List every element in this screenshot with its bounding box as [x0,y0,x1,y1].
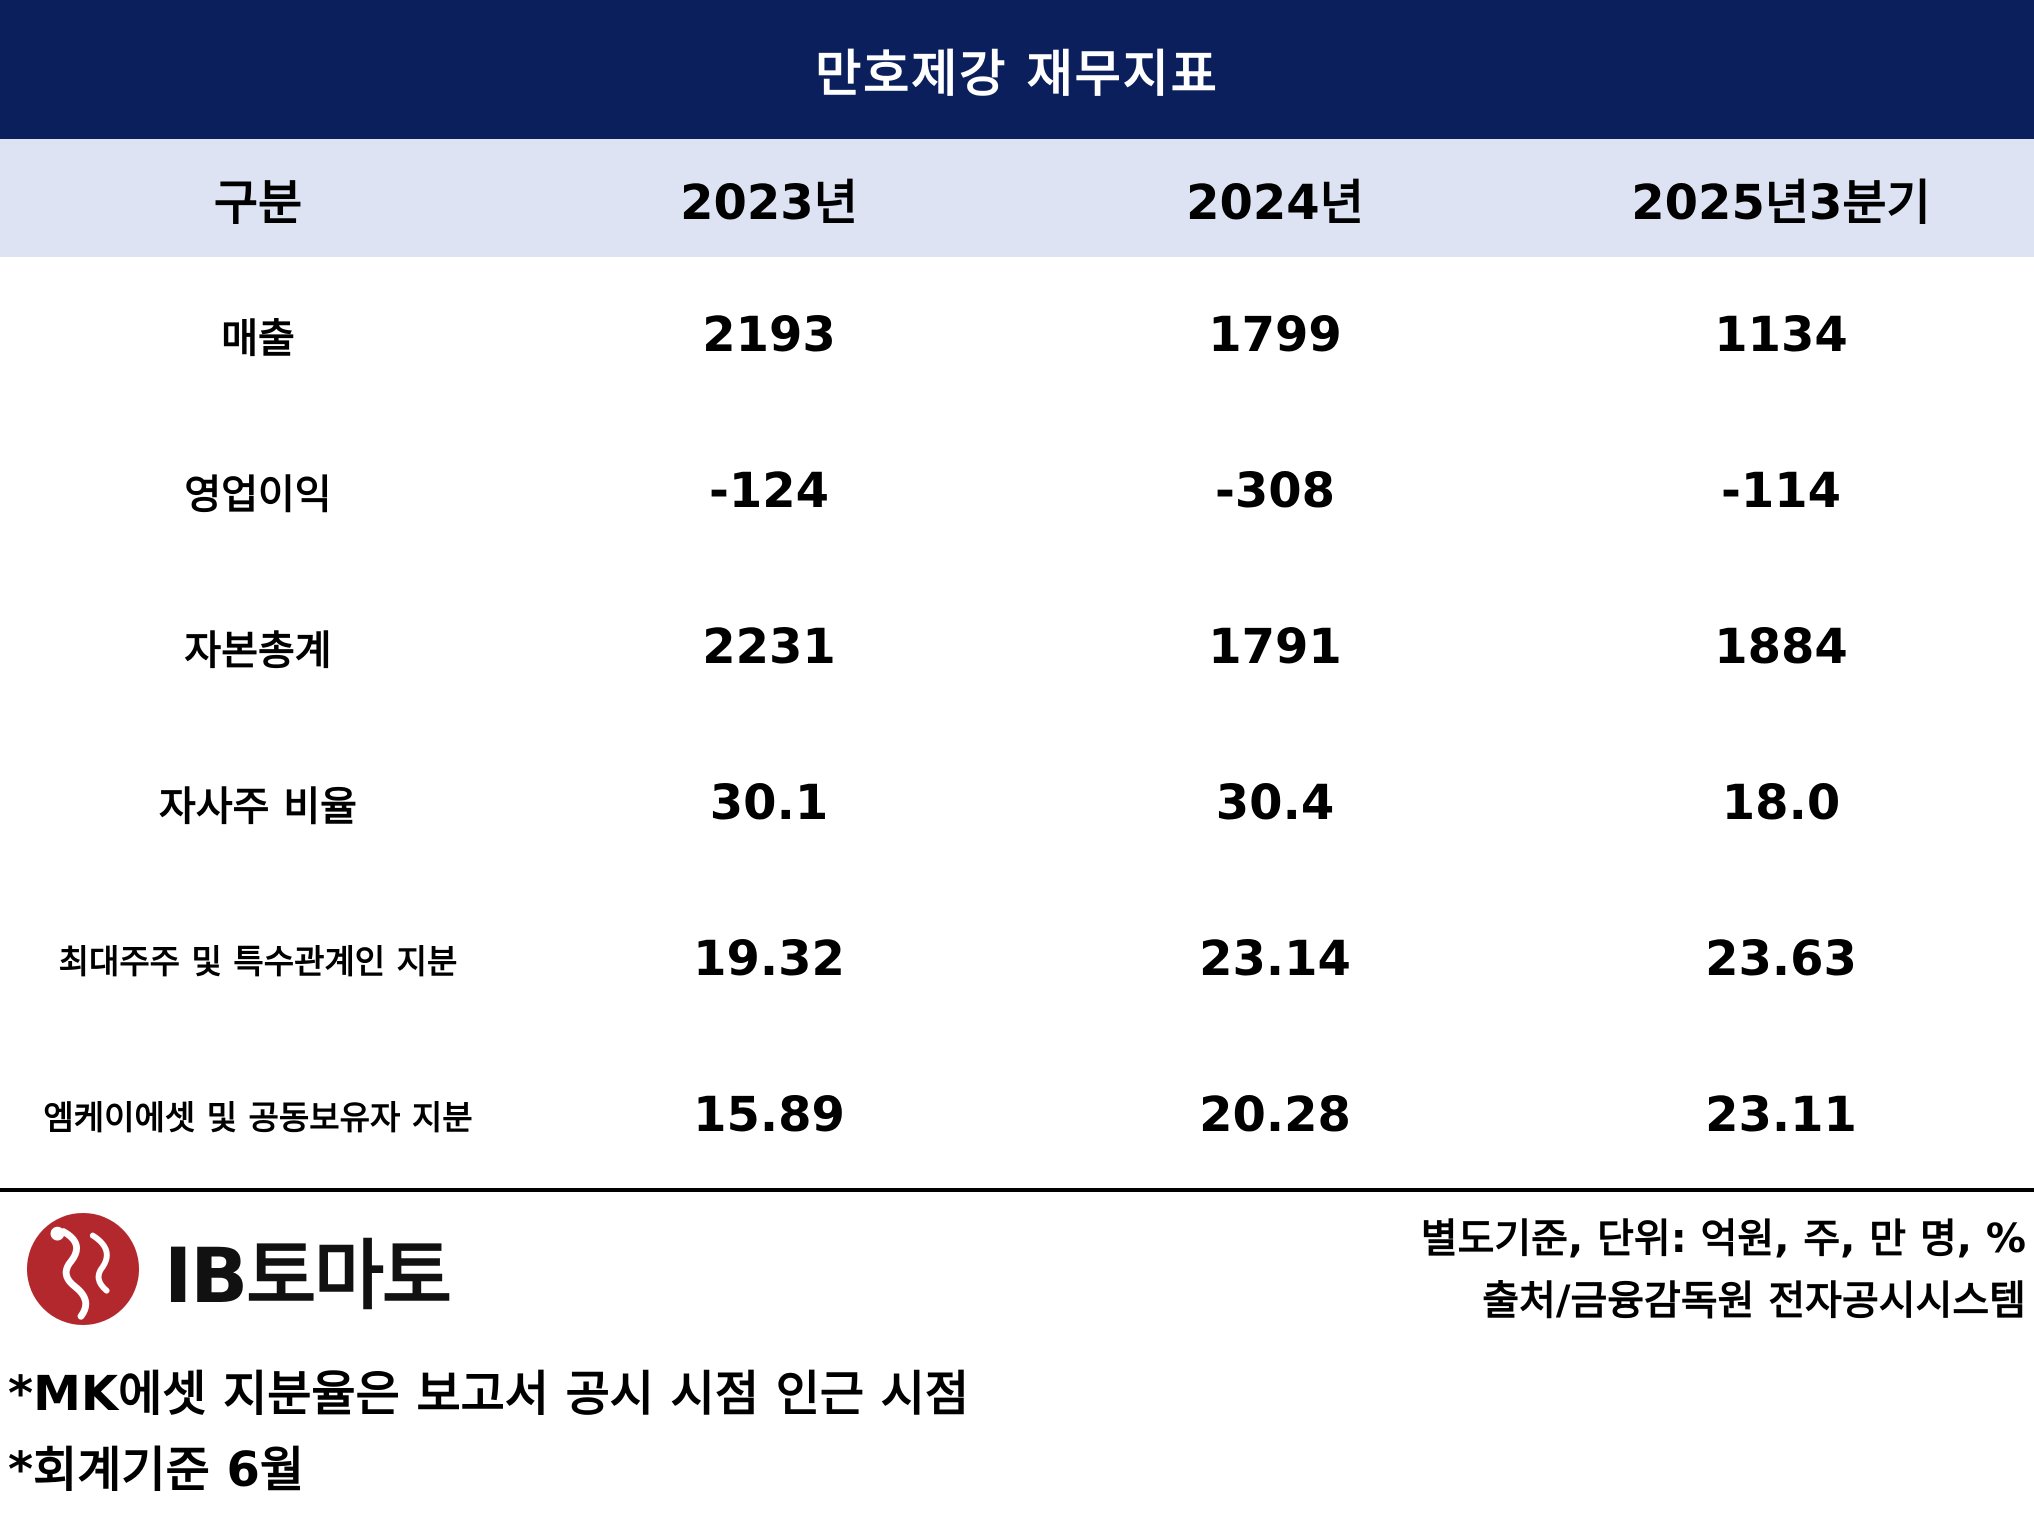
logo: IB토마토 [24,1208,452,1330]
column-header-2023: 2023년 [680,175,858,231]
row-label: 자사주 비율 [159,784,357,830]
column-header-2025q3: 2025년3분기 [1631,175,1931,231]
footnote: *회계기준 6월 [8,1442,305,1498]
table-cell: 23.11 [1705,1087,1857,1143]
table-cell: 19.32 [693,931,845,987]
logo-text: IB토마토 [164,1231,452,1320]
row-label: 자본총계 [184,628,332,674]
table-cell: 1134 [1714,307,1848,363]
table-cell: 1791 [1208,619,1342,675]
table-cell: 1884 [1714,619,1848,675]
table-cell: 2231 [702,619,836,675]
table-cell: -308 [1214,463,1336,519]
column-header-2024: 2024년 [1186,175,1364,231]
footnote: *MK에셋 지분율은 보고서 공시 시점 인근 시점 [8,1366,970,1422]
row-label: 매출 [221,316,295,362]
table-cell: 15.89 [693,1087,845,1143]
page-title: 만호제강 재무지표 [815,44,1219,103]
footnotes: *MK에셋 지분율은 보고서 공시 시점 인근 시점 *회계기준 6월 [8,1356,969,1508]
column-header-category: 구분 [213,175,303,231]
footer-divider [0,1188,2034,1192]
tomato-logo-icon [26,1212,140,1326]
table-header: 구분 2023년 2024년 2025년3분기 [0,139,2034,257]
table-cell: -124 [708,463,830,519]
table-row: 매출 2193 1799 1134 [0,257,2034,413]
source-note: 출처/금융감독원 전자공시시스템 [1482,1278,2026,1324]
notes-right: 별도기준, 단위: 억원, 주, 만 명, % 출처/금융감독원 전자공시시스템 [1421,1208,2026,1332]
basis-note: 별도기준, 단위: 억원, 주, 만 명, % [1420,1216,2026,1262]
table-cell: 23.63 [1705,931,1857,987]
row-label: 엠케이에셋 및 공동보유자 지분 [43,1098,473,1137]
table-row: 영업이익 -124 -308 -114 [0,413,2034,569]
table-row: 자본총계 2231 1791 1884 [0,569,2034,725]
table-cell: 30.4 [1215,775,1335,831]
table-cell: 1799 [1208,307,1342,363]
table-row: 엠케이에셋 및 공동보유자 지분 15.89 20.28 23.11 [0,1037,2034,1193]
table-row: 최대주주 및 특수관계인 지분 19.32 23.14 23.63 [0,881,2034,1037]
table-cell: 18.0 [1721,775,1841,831]
row-label: 영업이익 [184,472,332,518]
table-cell: 30.1 [709,775,829,831]
table-cell: 2193 [702,307,836,363]
table-row: 자사주 비율 30.1 30.4 18.0 [0,725,2034,881]
table-body: 매출 2193 1799 1134 영업이익 -124 -308 -114 자본… [0,257,2034,1193]
table-cell: 23.14 [1199,931,1351,987]
table-cell: -114 [1720,463,1842,519]
row-label: 최대주주 및 특수관계인 지분 [58,942,458,981]
title-bar: 만호제강 재무지표 [0,0,2034,139]
table-cell: 20.28 [1199,1087,1351,1143]
